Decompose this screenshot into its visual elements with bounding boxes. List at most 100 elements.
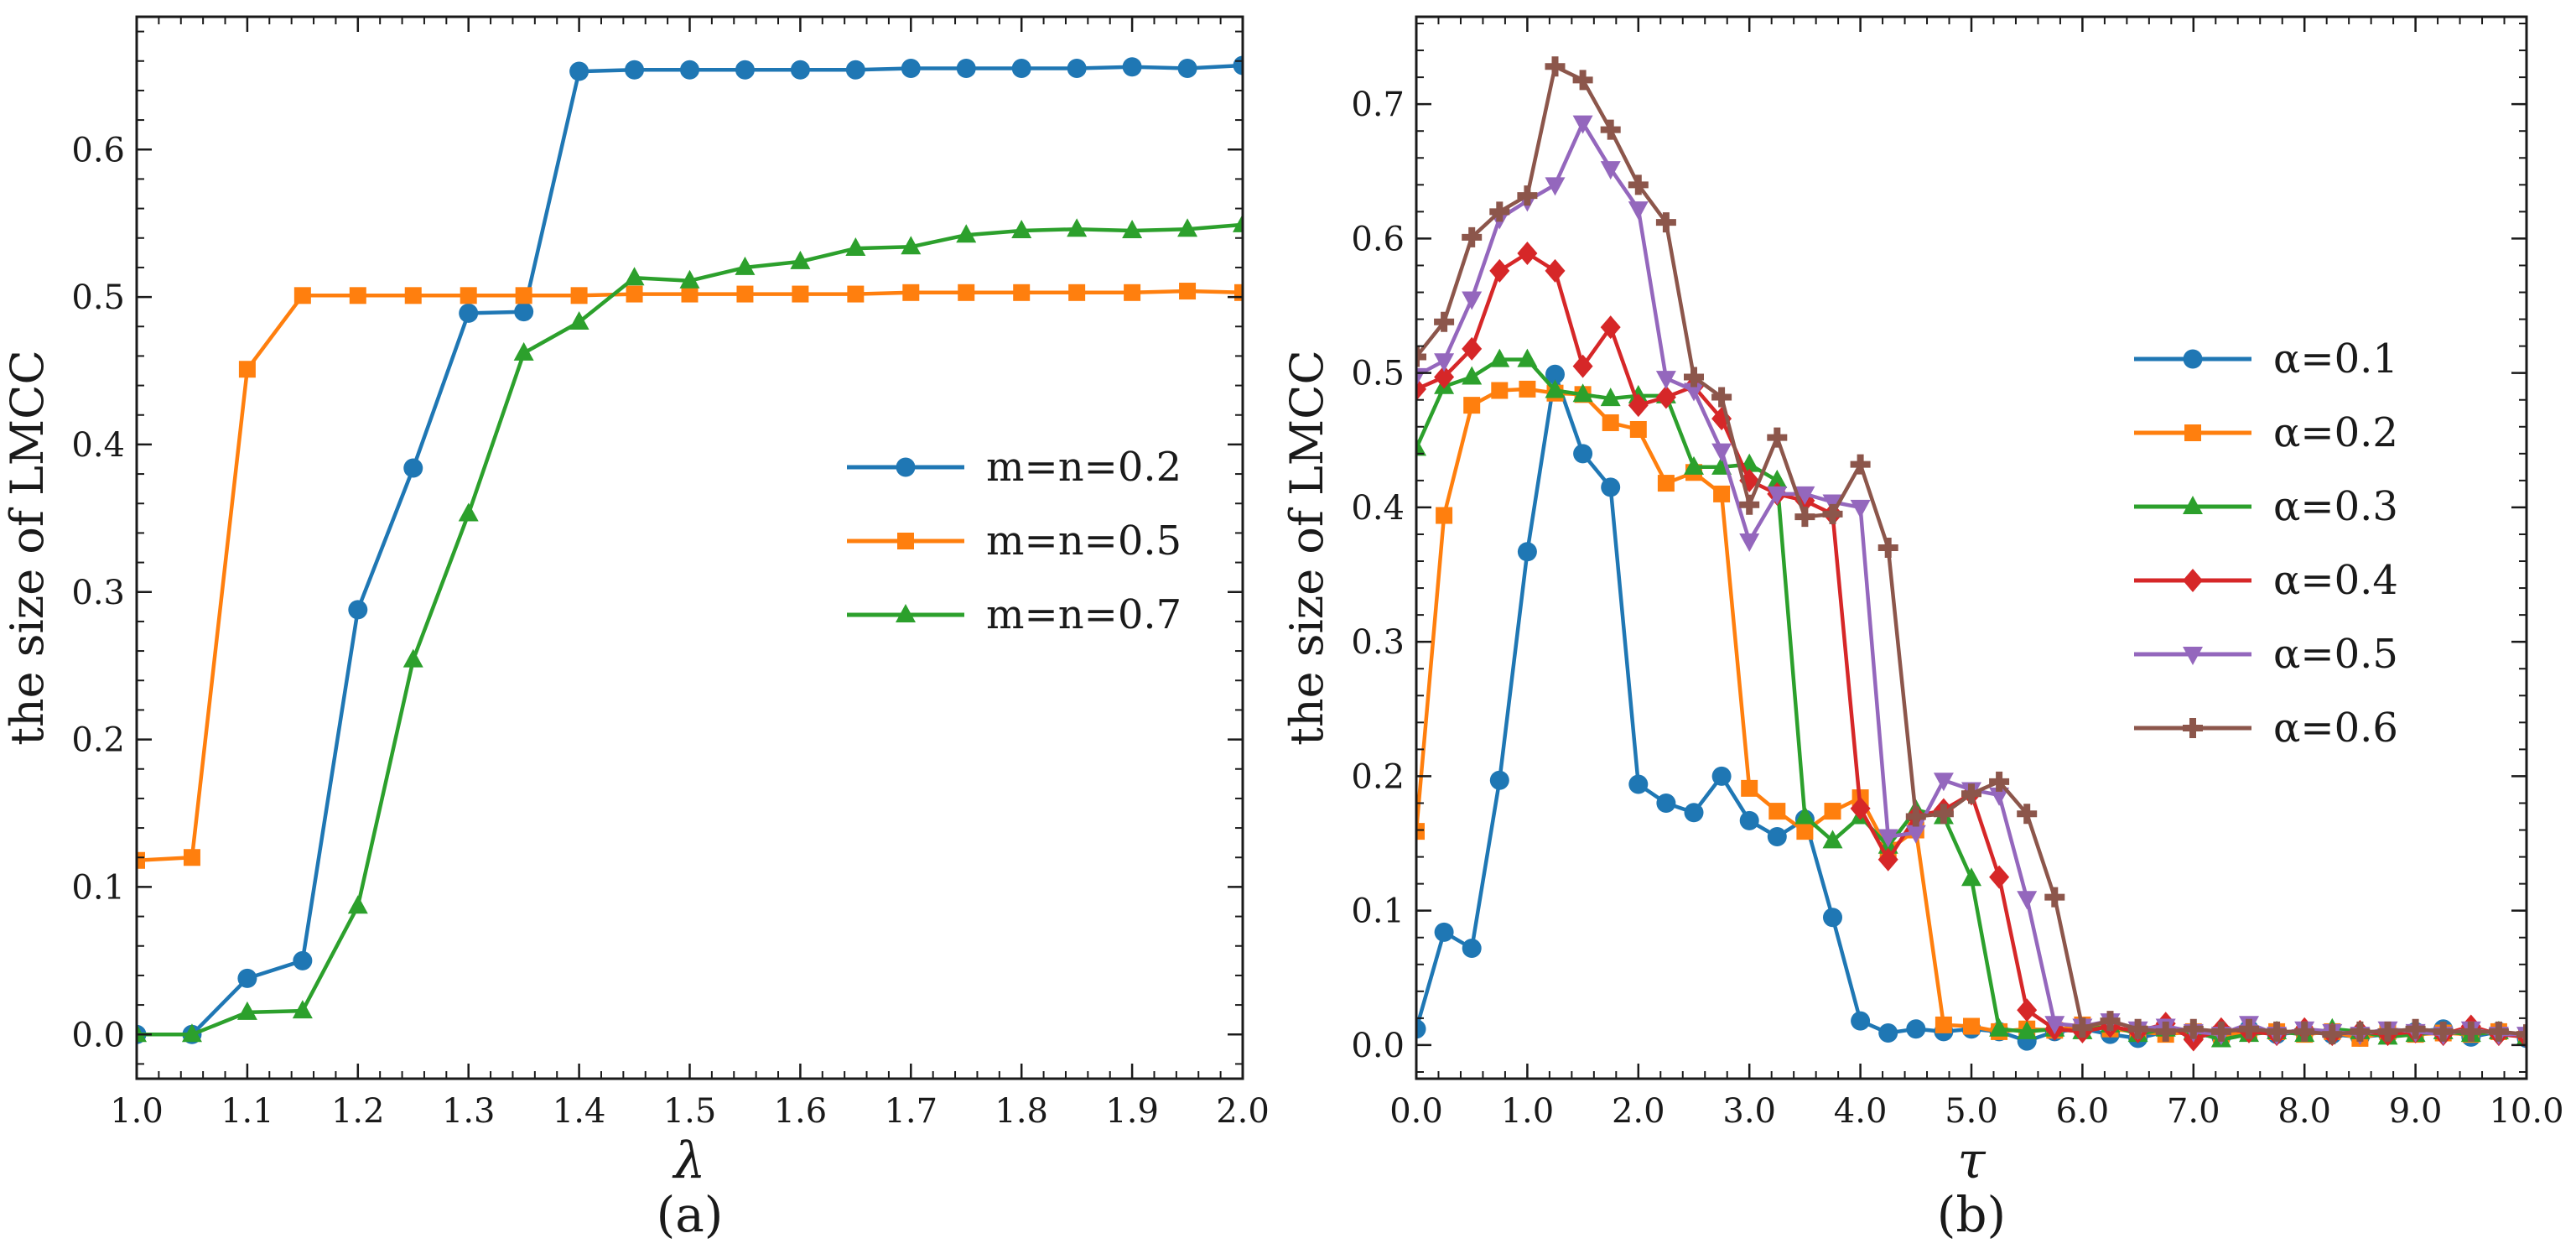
data-point xyxy=(1416,346,1426,367)
panel-label: (a) xyxy=(657,1186,724,1243)
y-tick-label: 0.5 xyxy=(1351,355,1405,393)
plot-area xyxy=(1416,56,2527,1052)
data-point xyxy=(1629,420,1647,438)
data-point xyxy=(1711,443,1732,462)
data-point xyxy=(2017,891,2038,910)
data-point xyxy=(2155,1021,2176,1042)
x-tick-label: 10.0 xyxy=(2489,1092,2563,1131)
data-point xyxy=(1989,865,2010,889)
series-1 xyxy=(137,55,1243,1044)
data-point xyxy=(1657,475,1675,492)
panel-a-chart: 1.0 1.1 1.2 1.3 1.4 1.5 1.6 1.7 1.8 1.9 2.0 0.0 0.1 0… xyxy=(1,15,1270,1243)
data-point xyxy=(1462,336,1483,361)
legend-label: α=0.3 xyxy=(2273,483,2398,530)
data-point xyxy=(1741,779,1758,797)
data-point xyxy=(1462,366,1483,385)
data-point xyxy=(236,1001,257,1020)
data-point xyxy=(1068,284,1086,301)
legend-marker xyxy=(2184,424,2201,441)
data-point xyxy=(2488,1021,2509,1042)
data-point xyxy=(1545,56,1566,77)
data-point xyxy=(1600,119,1621,140)
data-point xyxy=(1655,385,1676,409)
data-point xyxy=(1794,486,1815,505)
legend-marker xyxy=(2183,718,2203,738)
data-point xyxy=(1234,284,1243,301)
data-point xyxy=(1013,284,1031,301)
data-point xyxy=(348,600,368,620)
data-point xyxy=(514,302,534,322)
legend-item: m=n=0.5 xyxy=(847,518,1182,565)
y-tick-label: 0.0 xyxy=(71,1016,125,1054)
legend-marker xyxy=(2183,349,2203,369)
data-point xyxy=(293,950,313,970)
y-tick-label: 0.7 xyxy=(1351,86,1405,124)
data-point xyxy=(1545,364,1565,384)
data-point xyxy=(1463,397,1481,414)
data-point xyxy=(1767,469,1788,488)
x-tick-label: 1.2 xyxy=(331,1092,385,1131)
data-point xyxy=(1416,437,1426,456)
data-point xyxy=(1768,803,1786,820)
legend-item: α=0.2 xyxy=(2134,409,2398,456)
data-point xyxy=(1628,393,1649,418)
data-point xyxy=(1572,70,1593,91)
data-point xyxy=(735,60,755,80)
data-point xyxy=(2350,1021,2371,1042)
data-point xyxy=(1905,806,1926,827)
y-tick-label: 0.3 xyxy=(1351,623,1405,662)
data-point xyxy=(460,287,477,304)
data-point xyxy=(2183,1018,2204,1039)
data-point xyxy=(1067,59,1087,79)
data-point xyxy=(1905,825,1926,844)
data-point xyxy=(1989,771,2010,792)
x-tick-label: 7.0 xyxy=(2167,1092,2220,1131)
data-point xyxy=(181,1023,202,1043)
data-point xyxy=(1177,59,1197,79)
data-point xyxy=(459,303,479,323)
data-point xyxy=(845,60,865,80)
data-point xyxy=(2210,1021,2231,1042)
legend-item: α=0.5 xyxy=(2134,631,2398,678)
x-tick-label: 1.6 xyxy=(774,1092,828,1131)
data-point xyxy=(1850,454,1871,475)
data-point xyxy=(137,851,145,869)
data-point xyxy=(1011,219,1032,238)
data-point xyxy=(1489,770,1509,790)
data-point xyxy=(1600,315,1621,340)
data-point xyxy=(2294,1021,2315,1042)
data-point xyxy=(1933,773,1954,792)
series-6 xyxy=(1416,56,2527,1045)
data-point xyxy=(403,458,423,478)
x-tick-label: 6.0 xyxy=(2056,1092,2110,1131)
data-point xyxy=(2516,1024,2527,1045)
x-tick-label: 0.0 xyxy=(1389,1092,1443,1131)
data-point xyxy=(958,284,975,301)
legend-item: m=n=0.7 xyxy=(847,591,1182,638)
data-point xyxy=(1822,494,1843,513)
y-tick-label: 0.3 xyxy=(71,574,125,612)
plot-area xyxy=(137,55,1243,1044)
data-point xyxy=(349,287,366,304)
y-tick-label: 0.1 xyxy=(1351,892,1405,931)
data-point xyxy=(1572,383,1593,403)
data-point xyxy=(2433,1021,2454,1042)
data-point xyxy=(1067,218,1088,237)
data-point xyxy=(570,287,588,304)
data-point xyxy=(1602,414,1619,431)
data-point xyxy=(1933,804,1954,825)
data-point xyxy=(2017,998,2038,1022)
data-point xyxy=(956,224,977,243)
data-point xyxy=(1545,258,1566,283)
data-point xyxy=(902,284,920,301)
x-tick-label: 3.0 xyxy=(1722,1092,1776,1131)
legend-marker xyxy=(896,604,916,622)
x-tick-label: 8.0 xyxy=(2277,1092,2331,1131)
data-point xyxy=(2100,1011,2121,1032)
data-point xyxy=(1963,1017,1980,1035)
data-point xyxy=(2377,1021,2398,1042)
data-point xyxy=(901,59,921,79)
data-point xyxy=(1711,387,1732,408)
data-point xyxy=(238,361,256,378)
legend-marker xyxy=(2183,647,2203,665)
